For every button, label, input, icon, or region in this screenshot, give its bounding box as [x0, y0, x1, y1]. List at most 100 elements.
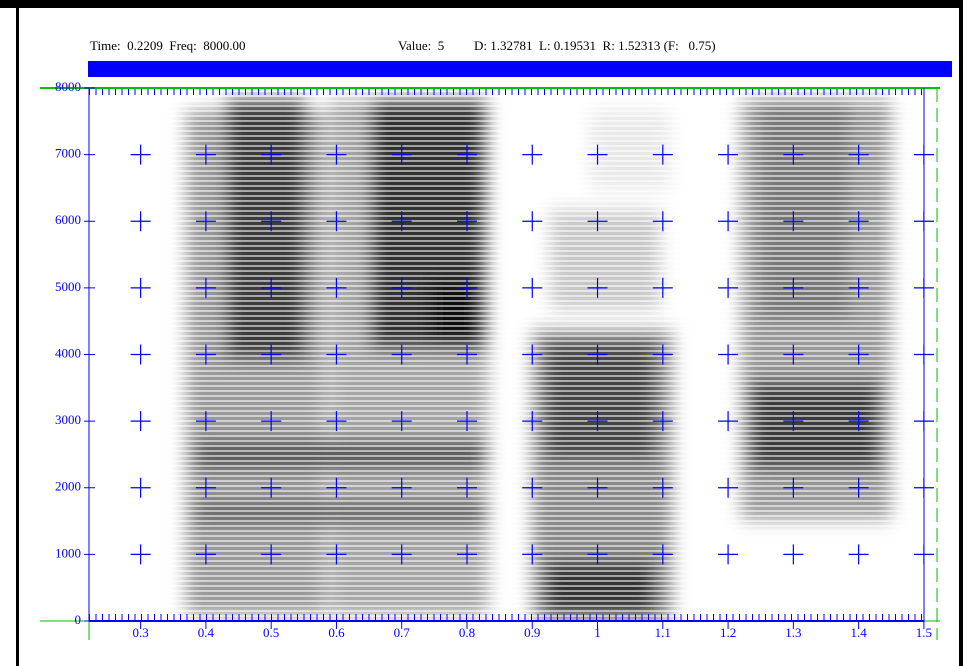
grid-cross	[130, 344, 151, 365]
grid-cross	[848, 477, 869, 498]
window-border-left	[16, 0, 19, 666]
y-tick-label: 3000	[55, 412, 81, 427]
grid-cross	[456, 211, 477, 232]
grid-cross	[456, 144, 477, 165]
grid-cross	[587, 211, 608, 232]
scroll-bar[interactable]	[88, 61, 952, 77]
grid-cross	[195, 411, 216, 432]
grid-cross	[587, 344, 608, 365]
grid-cross	[456, 544, 477, 565]
grid-cross	[391, 544, 412, 565]
grid-cross	[718, 211, 739, 232]
grid-cross	[848, 544, 869, 565]
x-tick-label: 0.7	[394, 625, 411, 640]
grid-cross	[456, 344, 477, 365]
grid-cross	[913, 344, 934, 365]
grid-cross	[522, 544, 543, 565]
y-tick-label: 7000	[55, 146, 81, 161]
grid-cross	[587, 411, 608, 432]
grid-cross	[718, 477, 739, 498]
y-tick-label: 1000	[55, 545, 81, 560]
grid-cross	[261, 277, 282, 298]
grid-cross	[261, 411, 282, 432]
grid-cross	[587, 544, 608, 565]
grid-cross	[848, 211, 869, 232]
grid-cross	[652, 277, 673, 298]
grid-cross	[261, 344, 282, 365]
grid-cross	[195, 544, 216, 565]
grid-cross	[130, 477, 151, 498]
grid-cross	[913, 544, 934, 565]
grid-cross	[652, 544, 673, 565]
x-tick-label: 0.9	[524, 625, 540, 640]
y-tick-label: 6000	[55, 212, 81, 227]
grid-cross	[195, 277, 216, 298]
grid-cross	[783, 544, 804, 565]
grid-cross	[783, 477, 804, 498]
grid-cross	[522, 477, 543, 498]
y-tick-label: 4000	[55, 345, 81, 360]
grid-cross	[848, 344, 869, 365]
grid-cross	[130, 144, 151, 165]
grid-cross	[130, 277, 151, 298]
grid-cross	[587, 477, 608, 498]
grid-cross	[326, 211, 347, 232]
value-readout: Value: 5	[398, 38, 444, 53]
grid-cross	[261, 477, 282, 498]
x-tick-label: 1.5	[916, 625, 932, 640]
grid-cross	[326, 344, 347, 365]
axes: 0.3 0.4 0.5 0.6 0.7 0.8 0.9 1 1.1 1.2 1.3 1.4 1.5 0 10…	[55, 79, 934, 640]
grid-cross	[652, 411, 673, 432]
grid-cross	[783, 344, 804, 365]
grid-cross	[652, 144, 673, 165]
x-tick-label: 0.3	[133, 625, 149, 640]
x-tick-label: 0.6	[328, 625, 345, 640]
grid-cross	[391, 477, 412, 498]
grid-cross	[130, 211, 151, 232]
x-tick-label: 1.2	[720, 625, 736, 640]
grid-cross	[652, 477, 673, 498]
grid-cross	[783, 277, 804, 298]
window-border-top	[0, 0, 963, 8]
grid-cross	[848, 411, 869, 432]
grid-cross	[456, 277, 477, 298]
grid-cross	[718, 411, 739, 432]
grid-cross	[261, 544, 282, 565]
y-tick-label: 2000	[55, 479, 81, 494]
grid-cross	[195, 477, 216, 498]
grid-cross	[195, 211, 216, 232]
x-tick-label: 0.4	[198, 625, 215, 640]
grid-cross	[848, 144, 869, 165]
x-tick-label: 0.8	[459, 625, 475, 640]
grid-cross	[718, 277, 739, 298]
grid-cross	[456, 411, 477, 432]
y-tick-label: 8000	[55, 79, 81, 94]
grid-cross	[587, 277, 608, 298]
grid-cross	[913, 477, 934, 498]
grid-cross	[848, 277, 869, 298]
spectrogram-image	[89, 88, 937, 621]
grid-cross	[783, 144, 804, 165]
grid-cross	[718, 144, 739, 165]
grid-cross	[522, 344, 543, 365]
grid-cross	[783, 211, 804, 232]
grid-cross	[718, 344, 739, 365]
grid-cross	[522, 411, 543, 432]
grid-cross	[261, 144, 282, 165]
range-readout: D: 1.32781 L: 0.19531 R: 1.52313 (F: 0.7…	[474, 38, 716, 53]
x-tick-label: 1.3	[785, 625, 801, 640]
grid-cross	[391, 277, 412, 298]
grid-cross	[391, 411, 412, 432]
grid-cross	[913, 144, 934, 165]
grid-cross	[522, 277, 543, 298]
grid-cross	[391, 344, 412, 365]
grid-cross	[652, 211, 673, 232]
grid-cross	[718, 544, 739, 565]
grid-cross	[391, 144, 412, 165]
grid-cross	[913, 277, 934, 298]
grid-cross	[913, 211, 934, 232]
grid-cross	[783, 411, 804, 432]
cursor-readout: Time: 0.2209 Freq: 8000.00	[90, 38, 246, 53]
grid-cross	[587, 144, 608, 165]
